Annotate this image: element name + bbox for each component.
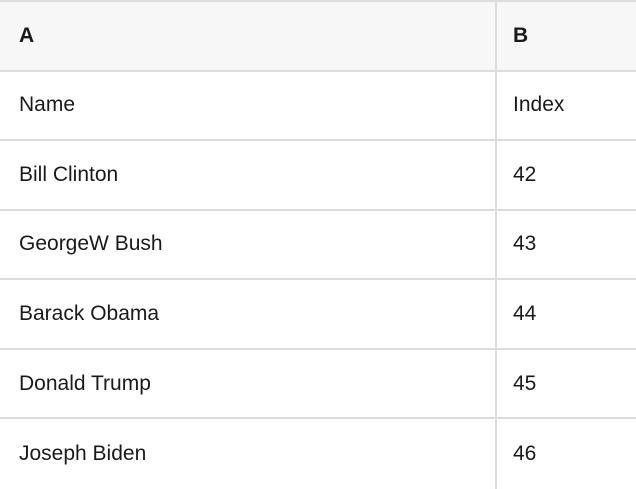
cell-a-name[interactable]: Name <box>0 71 497 140</box>
table-row: GeorgeW Bush 43 <box>0 210 636 281</box>
cell-a-donald-trump[interactable]: Donald Trump <box>0 349 497 418</box>
table-row: Bill Clinton 42 <box>0 141 636 211</box>
cell-b-43[interactable]: 43 <box>497 210 636 279</box>
cell-a-barack-obama[interactable]: Barack Obama <box>0 280 497 348</box>
table-row: Barack Obama 44 <box>0 280 636 350</box>
cell-b-42[interactable]: 42 <box>497 141 636 209</box>
cell-b-index[interactable]: Index <box>497 71 636 140</box>
cell-a-joseph-biden[interactable]: Joseph Biden <box>0 419 497 489</box>
table-row: Joseph Biden 46 <box>0 419 636 489</box>
table-row: Donald Trump 45 <box>0 349 636 420</box>
cell-a-georgew-bush[interactable]: GeorgeW Bush <box>0 210 497 279</box>
cell-a-bill-clinton[interactable]: Bill Clinton <box>0 141 497 209</box>
column-header-a[interactable]: A <box>0 2 497 70</box>
cell-b-44[interactable]: 44 <box>497 280 636 348</box>
column-header-row: A B <box>0 2 636 72</box>
table-row: Name Index <box>0 71 636 142</box>
cell-b-46[interactable]: 46 <box>497 419 636 489</box>
column-header-b[interactable]: B <box>497 2 636 70</box>
cell-b-45[interactable]: 45 <box>497 349 636 418</box>
